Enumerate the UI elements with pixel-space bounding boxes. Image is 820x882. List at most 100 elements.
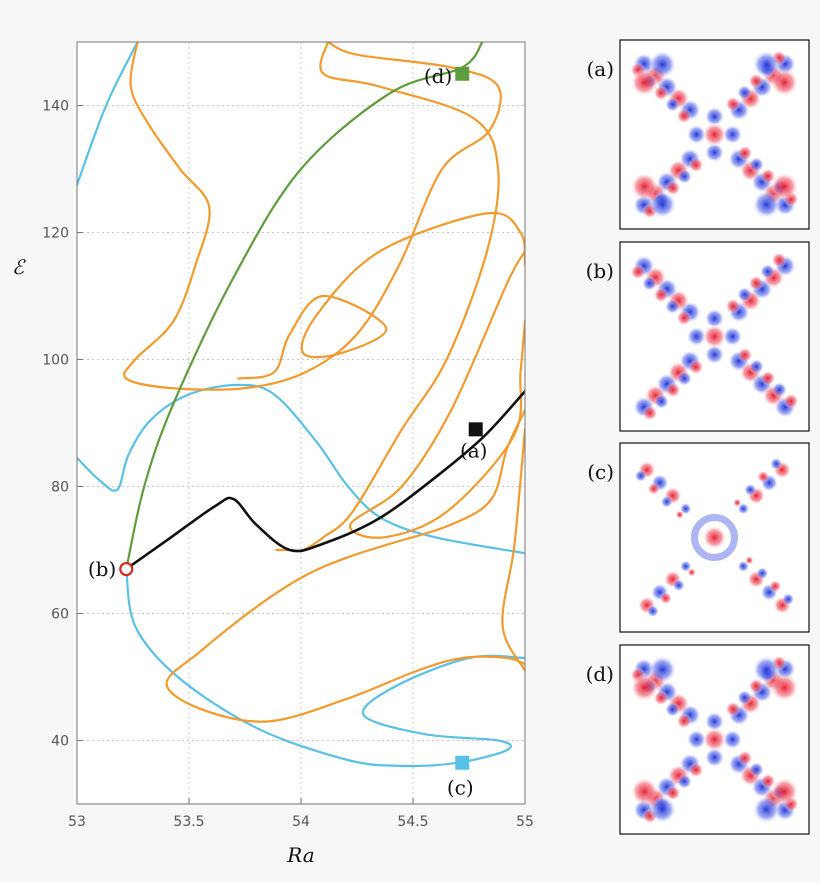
y-tick-label: 140 (42, 99, 69, 115)
pattern-blob (704, 344, 725, 365)
pattern-blob (722, 124, 743, 145)
pattern-blob (653, 85, 669, 101)
panel-label: (b) (586, 259, 614, 283)
pattern-blob (733, 498, 742, 507)
panel-frame (619, 442, 810, 633)
panel-frame (619, 644, 810, 835)
point-marker (455, 755, 470, 770)
y-tick-label: 120 (42, 226, 69, 242)
pattern-blob (676, 168, 693, 185)
pattern-blob (771, 381, 788, 398)
pattern-blob (648, 50, 677, 79)
pattern-blob (642, 405, 658, 421)
pattern-blob (736, 689, 753, 706)
panel-label: (a) (586, 57, 614, 81)
pattern-blob (737, 145, 753, 161)
point-marker (468, 422, 483, 437)
pattern-blob (672, 578, 686, 592)
pattern-blob (702, 727, 727, 752)
pattern-blob (676, 773, 693, 790)
pattern-blob (653, 393, 670, 410)
pattern-blob (748, 275, 764, 291)
pattern-blob (770, 68, 799, 97)
pattern-blob (704, 747, 725, 768)
pattern-blob (704, 308, 725, 329)
pattern-blob (686, 326, 707, 347)
point-label: (b) (88, 557, 116, 581)
pattern-panel: (c) (587, 442, 810, 633)
pattern-blob (676, 310, 692, 326)
y-axis-ticks: 40 60 80 100 120 140 (42, 99, 83, 750)
y-tick-label: 100 (42, 353, 69, 369)
point-label: (c) (447, 776, 474, 800)
pattern-blob (676, 370, 693, 387)
pattern-blob (646, 604, 660, 618)
pattern-blob (769, 457, 783, 471)
series-0-curve (77, 42, 139, 186)
y-tick-label: 60 (51, 607, 69, 623)
series-1-curve (237, 211, 525, 380)
x-tick-label: 53.5 (173, 814, 204, 830)
point-marker (455, 66, 470, 81)
pattern-blob (752, 795, 781, 824)
pattern-blob (688, 157, 704, 173)
pattern-blob (676, 713, 692, 729)
series-3-curve (125, 390, 525, 571)
y-tick-label: 40 (51, 734, 69, 750)
pattern-blob (725, 701, 741, 717)
pattern-blob (634, 469, 648, 483)
pattern-blob (771, 252, 787, 268)
pattern-blob (704, 106, 725, 127)
x-tick-label: 53 (68, 814, 86, 830)
markers: (a) (b) (c) (d) (88, 64, 488, 800)
pattern-blob (688, 762, 704, 778)
pattern-blob (659, 591, 673, 605)
pattern-blob (770, 777, 799, 806)
pattern-blob (725, 298, 741, 314)
series-1-curve (501, 428, 525, 672)
pattern-blob (748, 678, 764, 694)
pattern-panel: (b) (586, 241, 810, 432)
pattern-blob (675, 510, 684, 519)
pattern-blob (752, 50, 781, 79)
pattern-blob (760, 773, 776, 789)
pattern-blob (748, 358, 765, 375)
pattern-blob (653, 287, 669, 303)
pattern-blob (748, 156, 765, 173)
x-axis-ticks: 53 53.5 54 54.5 55 (68, 798, 534, 830)
pattern-blob (676, 108, 692, 124)
pattern-blob (647, 482, 661, 496)
point-marker (119, 561, 134, 577)
pattern-blob (770, 172, 799, 201)
pattern-blob (748, 761, 765, 778)
y-tick-label: 80 (51, 480, 69, 496)
pattern-blob (737, 347, 753, 363)
pattern-blob (702, 324, 727, 349)
pattern-blob (736, 84, 753, 101)
pattern-blob (755, 566, 769, 580)
x-tick-label: 54 (292, 814, 310, 830)
pattern-blob (781, 592, 795, 606)
pattern-blob (722, 729, 743, 750)
pattern-blob (664, 298, 681, 315)
pattern-blob (630, 172, 659, 201)
pattern-blob (641, 275, 658, 292)
pattern-blob (653, 690, 669, 706)
pattern-panel: (a) (586, 39, 810, 230)
pattern-blob (760, 370, 776, 386)
pattern-blob (660, 495, 674, 509)
x-tick-label: 54.5 (397, 814, 428, 830)
pattern-blob (737, 560, 750, 573)
pattern-blob (752, 190, 781, 219)
pattern-panels: (a) (b) (c) (d) (586, 39, 810, 835)
pattern-blob (688, 359, 704, 375)
x-tick-label: 55 (516, 814, 534, 830)
pattern-blob (665, 785, 681, 801)
pattern-blob (648, 795, 677, 824)
pattern-panel: (d) (586, 644, 810, 835)
pattern-blob (752, 655, 781, 684)
main-plot: 53 53.5 54 54.5 55 40 60 80 100 120 140 (a) (b) (c)… (12, 41, 534, 867)
pattern-blob (737, 750, 753, 766)
pattern-blob (630, 68, 659, 97)
